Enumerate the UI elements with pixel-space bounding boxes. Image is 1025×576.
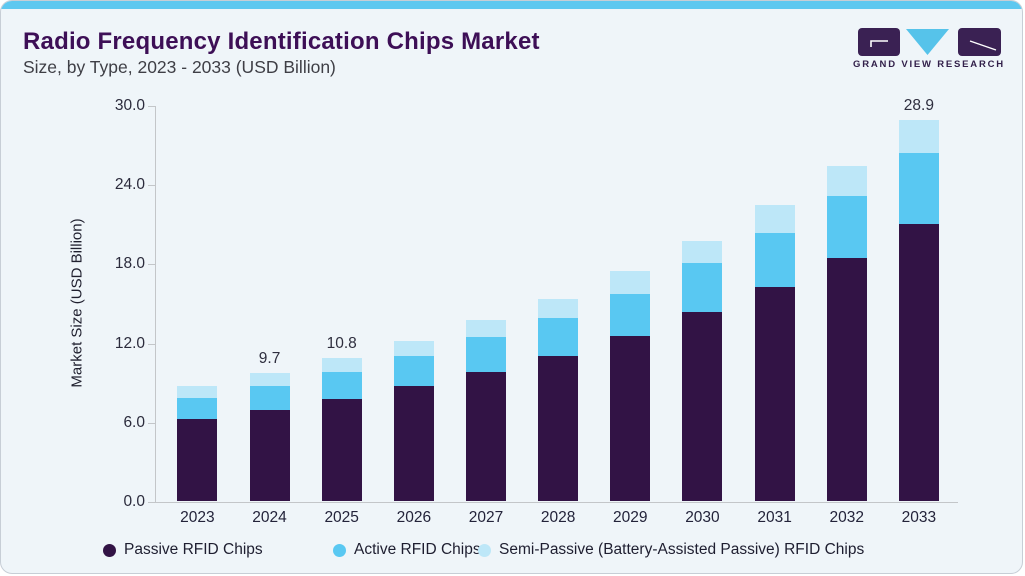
bar-segment-2028-passive — [538, 355, 579, 501]
y-tick-label: 0.0 — [123, 493, 145, 510]
bar-segment-2024-semi-passive — [249, 372, 290, 386]
x-tick-label-2031: 2031 — [757, 509, 792, 526]
grand-view-research-logo: GRAND VIEW RESEARCH — [851, 28, 1007, 70]
bar-segment-2023-passive — [177, 419, 218, 501]
x-tick-label-2025: 2025 — [324, 509, 359, 526]
y-tick-mark — [148, 422, 155, 424]
y-tick-label: 6.0 — [123, 413, 145, 431]
x-tick-label-2024: 2024 — [252, 509, 287, 526]
chart-legend: Passive RFID Chips Active RFID Chips Semi-… — [1, 541, 1022, 561]
bar-2024: 9.7 — [249, 350, 290, 501]
x-tick-label-2029: 2029 — [613, 509, 648, 526]
legend-label: Passive RFID Chips — [124, 541, 263, 558]
plot-area: 0.0 6.0 12.0 18.0 24.0 30.0 2023 9.7 2024 10.8 202… — [115, 97, 958, 526]
y-tick-mark — [148, 264, 155, 266]
gvr-logo-g-block — [857, 28, 900, 56]
y-tick-label: 18.0 — [114, 255, 145, 273]
bar-segment-2032-active — [826, 196, 867, 259]
legend-item-active: Active RFID Chips — [333, 541, 481, 559]
bar-segment-2026-active — [393, 355, 434, 387]
x-tick-label-2033: 2033 — [901, 509, 937, 526]
bar-segment-2025-passive — [321, 399, 362, 501]
y-tick-mark — [148, 502, 155, 503]
bar-2027 — [466, 320, 506, 501]
bar-segment-2023-active — [177, 398, 218, 420]
bar-segment-2027-semi-passive — [466, 320, 506, 338]
gvr-logo-icon — [857, 28, 1001, 56]
legend-label: Semi-Passive (Battery-Assisted Passive) … — [499, 541, 865, 558]
bar-segment-2033-active — [898, 152, 939, 224]
gvr-logo-v-triangle — [905, 29, 949, 55]
x-tick-label-2032: 2032 — [829, 509, 864, 526]
bar-segment-2032-semi-passive — [826, 165, 867, 197]
y-tick-mark — [148, 185, 155, 187]
bar-2028 — [538, 299, 579, 501]
bar-segment-2023-semi-passive — [177, 386, 218, 399]
page-title: Radio Frequency Identification Chips Mar… — [23, 28, 540, 55]
bar-segment-2033-semi-passive — [898, 119, 939, 153]
bar-segment-2030-active — [682, 263, 723, 313]
gvr-logo-g-glyph — [869, 40, 888, 47]
legend-item-semi-passive: Semi-Passive (Battery-Assisted Passive) … — [478, 541, 864, 559]
bar-segment-2030-passive — [682, 312, 723, 501]
bar-segment-2028-semi-passive — [538, 299, 579, 318]
bar-2031 — [754, 205, 795, 501]
x-tick-label-2028: 2028 — [540, 509, 576, 526]
gvr-logo-r-block — [957, 28, 1001, 56]
bar-segment-2031-passive — [754, 287, 795, 501]
page-subtitle: Size, by Type, 2023 - 2033 (USD Billion) — [23, 57, 336, 77]
bar-segment-2026-passive — [393, 386, 434, 501]
legend-label: Active RFID Chips — [354, 541, 481, 558]
y-axis-line — [155, 106, 156, 503]
bar-2029 — [610, 271, 651, 501]
bar-segment-2032-passive — [826, 258, 867, 501]
legend-dot-icon — [478, 543, 491, 557]
bar-segment-2026-semi-passive — [393, 341, 434, 356]
x-tick-label-2026: 2026 — [396, 509, 432, 526]
x-axis-line — [155, 502, 958, 503]
bar-segment-2028-active — [538, 317, 579, 356]
gvr-logo-r-glyph — [969, 40, 996, 51]
legend-item-passive: Passive RFID Chips — [103, 541, 263, 559]
y-tick-label: 24.0 — [114, 176, 145, 194]
bar-2025: 10.8 — [321, 335, 362, 501]
y-tick-mark — [148, 106, 155, 107]
bar-segment-2031-semi-passive — [754, 205, 795, 234]
bar-segment-2031-active — [754, 233, 795, 288]
bar-segment-2027-passive — [466, 371, 506, 501]
bar-segment-2029-semi-passive — [610, 271, 651, 294]
bar-value-label-2033: 28.9 — [903, 96, 934, 114]
bar-segment-2030-semi-passive — [682, 240, 723, 264]
x-tick-label-2030: 2030 — [685, 509, 720, 526]
y-axis-title: Market Size (USD Billion) — [68, 218, 86, 388]
bar-segment-2025-active — [321, 371, 362, 400]
brand-name: GRAND VIEW RESEARCH — [853, 59, 1005, 70]
accent-top-strip — [1, 1, 1022, 9]
bar-segment-2024-active — [249, 385, 290, 410]
bar-2033: 28.9 — [898, 97, 939, 501]
bar-value-label-2024: 9.7 — [258, 349, 281, 367]
x-tick-label-2023: 2023 — [180, 509, 215, 526]
legend-dot-icon — [103, 543, 116, 557]
x-tick-label-2027: 2027 — [468, 509, 504, 526]
bar-segment-2029-passive — [610, 336, 651, 501]
y-tick-label: 12.0 — [114, 334, 145, 352]
bar-segment-2024-passive — [249, 409, 290, 501]
bar-2026 — [393, 341, 434, 501]
bar-segment-2029-active — [610, 293, 651, 336]
bar-segment-2025-semi-passive — [321, 358, 362, 372]
y-tick-mark — [148, 343, 155, 345]
bar-segment-2027-active — [466, 337, 506, 372]
legend-dot-icon — [333, 543, 346, 557]
bar-value-label-2025: 10.8 — [326, 335, 357, 353]
bar-2023 — [177, 386, 218, 501]
bar-2032 — [826, 165, 867, 501]
bar-segment-2033-passive — [898, 223, 939, 501]
bar-2030 — [682, 240, 723, 501]
y-tick-label: 30.0 — [114, 97, 145, 114]
